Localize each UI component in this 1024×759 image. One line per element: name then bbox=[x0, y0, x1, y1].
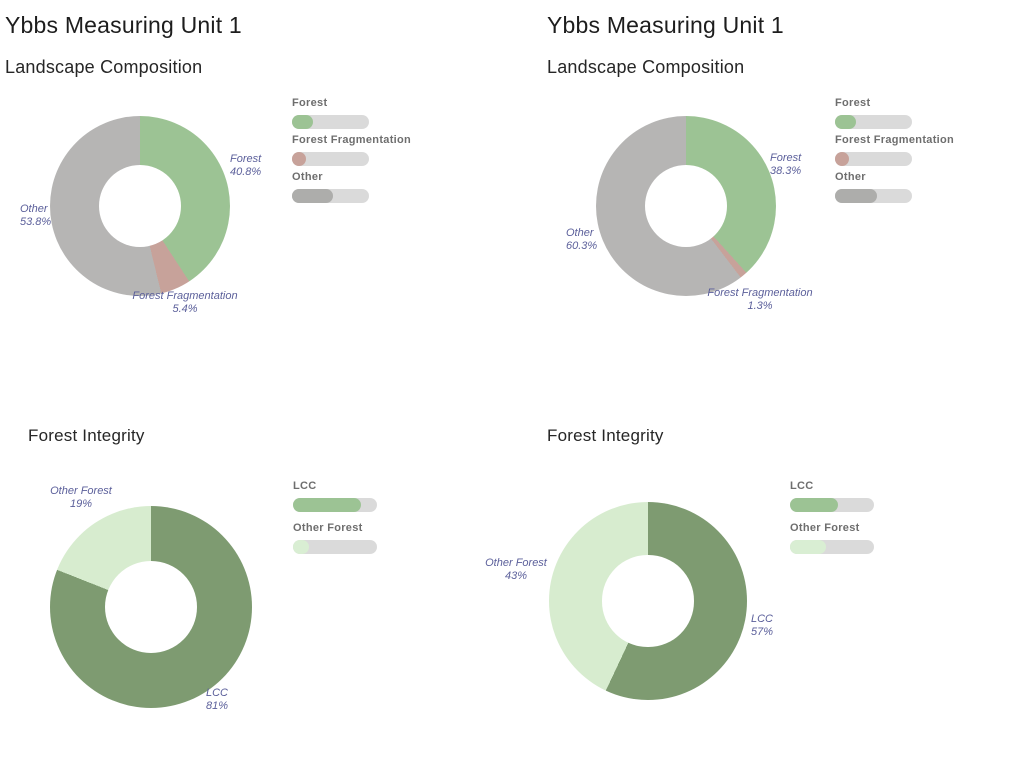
page-title-unit1-right: Ybbs Measuring Unit 1 bbox=[547, 12, 784, 38]
legend-pill-fill bbox=[790, 498, 838, 512]
legend-item-forest-fragmentation[interactable]: Forest Fragmentation bbox=[835, 134, 954, 166]
legend-pill-fill bbox=[293, 498, 362, 512]
legend-pill-forest bbox=[835, 115, 912, 129]
forest-integrity-donut-left[interactable] bbox=[50, 506, 252, 708]
legend-landscape-left: Forest Forest Fragmentation Other bbox=[292, 97, 411, 208]
legend-item-other[interactable]: Other bbox=[292, 171, 387, 203]
legend-item-other-forest[interactable]: Other Forest bbox=[293, 522, 388, 554]
slice-label-forest: Forest 38.3% bbox=[770, 152, 802, 177]
slice-label-other-forest: Other Forest 19% bbox=[50, 485, 112, 510]
landscape-composition-donut-left[interactable] bbox=[50, 116, 230, 296]
slice-label-other: Other 53.8% bbox=[20, 203, 52, 228]
legend-pill-fill bbox=[292, 115, 313, 129]
legend-pill-fill bbox=[292, 152, 306, 166]
chart-title-forest-integrity-left: Forest Integrity bbox=[28, 426, 145, 445]
legend-pill-fill bbox=[292, 189, 333, 203]
legend-item-forest[interactable]: Forest bbox=[835, 97, 930, 129]
legend-pill-forest-fragmentation bbox=[292, 152, 369, 166]
legend-item-forest-fragmentation[interactable]: Forest Fragmentation bbox=[292, 134, 411, 166]
legend-pill-fill bbox=[790, 540, 827, 554]
slice-label-forest-fragmentation: Forest Fragmentation 5.4% bbox=[132, 290, 238, 315]
legend-pill-lcc bbox=[790, 498, 874, 512]
legend-item-other[interactable]: Other bbox=[835, 171, 930, 203]
legend-pill-other-forest bbox=[790, 540, 874, 554]
legend-item-lcc[interactable]: LCC bbox=[790, 480, 885, 512]
slice-label-lcc: LCC 57% bbox=[751, 613, 774, 638]
legend-pill-forest bbox=[292, 115, 369, 129]
chart-title-landscape-composition-right: Landscape Composition bbox=[547, 57, 745, 77]
legend-pill-fill bbox=[835, 152, 849, 166]
slice-label-other: Other 60.3% bbox=[566, 227, 598, 252]
slice-label-forest: Forest 40.8% bbox=[230, 153, 262, 178]
legend-forest-integrity-left: LCC Other Forest bbox=[293, 480, 388, 564]
slice-label-forest-fragmentation: Forest Fragmentation 1.3% bbox=[707, 287, 813, 312]
legend-pill-fill bbox=[835, 115, 856, 129]
legend-pill-fill bbox=[293, 540, 309, 554]
legend-pill-fill bbox=[835, 189, 877, 203]
legend-pill-forest-fragmentation bbox=[835, 152, 912, 166]
forest-integrity-donut-right[interactable] bbox=[549, 502, 747, 700]
legend-pill-other bbox=[835, 189, 912, 203]
legend-forest-integrity-right: LCC Other Forest bbox=[790, 480, 885, 564]
page-title-unit1-left: Ybbs Measuring Unit 1 bbox=[5, 12, 242, 38]
slice-label-lcc: LCC 81% bbox=[205, 687, 229, 712]
legend-pill-lcc bbox=[293, 498, 377, 512]
chart-title-forest-integrity-right: Forest Integrity bbox=[547, 426, 664, 445]
legend-pill-other bbox=[292, 189, 369, 203]
legend-item-forest[interactable]: Forest bbox=[292, 97, 387, 129]
legend-pill-other-forest bbox=[293, 540, 377, 554]
legend-item-other-forest[interactable]: Other Forest bbox=[790, 522, 885, 554]
legend-item-lcc[interactable]: LCC bbox=[293, 480, 388, 512]
landscape-composition-donut-right[interactable] bbox=[596, 116, 776, 296]
legend-landscape-right: Forest Forest Fragmentation Other bbox=[835, 97, 954, 208]
chart-title-landscape-composition-left: Landscape Composition bbox=[5, 57, 203, 77]
slice-label-other-forest: Other Forest 43% bbox=[485, 557, 547, 582]
